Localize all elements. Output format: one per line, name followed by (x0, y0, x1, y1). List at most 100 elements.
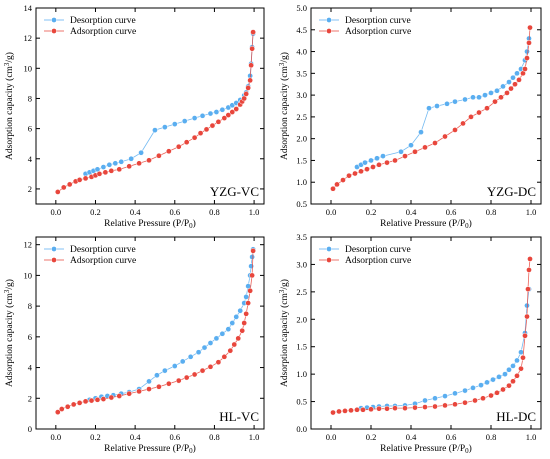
y-tick-label: 1.0 (296, 369, 307, 379)
data-point (112, 160, 119, 167)
y-axis-label: Adsorption capacity (cm3/g) (3, 279, 15, 387)
y-tick-label: 5.0 (296, 3, 307, 13)
data-point (384, 159, 390, 166)
data-point (492, 98, 498, 105)
data-point (116, 166, 123, 173)
data-point (191, 371, 198, 378)
data-point (522, 66, 528, 72)
data-point (102, 169, 109, 176)
data-point (229, 320, 236, 326)
y-tick-label: 1.0 (296, 177, 307, 187)
data-point (472, 397, 478, 404)
data-point (462, 399, 468, 406)
legend-entry: Desorption curve (70, 245, 136, 255)
data-point (442, 393, 448, 399)
data-point (146, 386, 152, 392)
data-point (215, 359, 222, 366)
data-point (54, 409, 61, 415)
data-point (247, 77, 253, 84)
plot-frame (35, 236, 265, 430)
data-point (508, 85, 514, 92)
data-point (502, 371, 508, 377)
data-point (442, 133, 448, 140)
data-point (203, 126, 210, 133)
x-tick-label: 0.4 (406, 432, 417, 442)
y-axis-label: Adsorption capacity (cm3/g) (278, 279, 290, 387)
data-point (152, 127, 158, 133)
data-point (468, 114, 474, 120)
data-point (191, 115, 198, 121)
x-tick-label: 0.0 (326, 432, 337, 442)
data-point (138, 149, 144, 156)
data-point (94, 396, 101, 403)
data-point (241, 320, 248, 326)
y-tick-label: 3.0 (296, 259, 307, 269)
y-tick-label: 2.0 (296, 314, 307, 324)
data-point (346, 172, 352, 179)
data-point (444, 100, 450, 107)
data-point (412, 404, 418, 411)
data-point (126, 390, 133, 397)
data-point (380, 153, 386, 159)
data-point (422, 404, 428, 410)
data-point (402, 405, 408, 412)
legend-entry: Desorption curve (345, 16, 411, 26)
data-point (154, 372, 160, 379)
data-point (334, 181, 340, 188)
data-point (418, 129, 424, 135)
data-point (250, 247, 256, 254)
x-tick-label: 0.2 (366, 432, 377, 442)
data-point (452, 98, 458, 105)
legend-entry: Adsorption curve (70, 27, 136, 37)
y-tick-label: 1.5 (296, 342, 307, 352)
data-point (506, 382, 512, 389)
y-tick-label: 2.5 (296, 287, 307, 297)
y-tick-label: 0.0 (296, 424, 307, 434)
x-tick-label: 0.8 (209, 207, 220, 217)
y-tick-label: 4 (28, 363, 33, 373)
data-point (195, 349, 202, 356)
data-point (108, 394, 115, 401)
data-point (249, 45, 255, 52)
data-point (82, 398, 89, 405)
plot-frame (310, 7, 542, 205)
y-tick-label: 3.0 (296, 90, 307, 100)
data-point (199, 112, 206, 119)
data-point (249, 272, 255, 279)
series-line-0 (356, 38, 530, 168)
data-point (165, 380, 172, 387)
legend-marker (51, 246, 57, 252)
legend-entry: Adsorption curve (345, 256, 411, 266)
legend-marker (51, 28, 57, 34)
data-point (368, 157, 374, 164)
data-point (360, 406, 366, 413)
y-tick-label: 14 (24, 3, 33, 13)
data-point (156, 152, 162, 159)
panel-label: YZG-VC (210, 184, 259, 199)
data-point (183, 139, 190, 146)
data-point (207, 110, 214, 117)
data-point (476, 109, 482, 116)
data-point (510, 378, 516, 385)
panel-label: HL-VC (219, 409, 259, 424)
x-tick-label: 0.6 (446, 207, 457, 217)
data-point (510, 363, 516, 369)
x-tick-label: 0.0 (51, 207, 62, 217)
legend-marker (51, 257, 57, 263)
data-point (524, 48, 530, 55)
data-point (516, 77, 522, 83)
data-point (76, 177, 83, 183)
data-point (488, 90, 494, 96)
data-point (221, 353, 228, 360)
data-point (368, 406, 374, 413)
data-point (358, 168, 364, 175)
data-point (330, 409, 336, 416)
data-point (402, 153, 408, 159)
x-tick-label: 1.0 (526, 207, 537, 217)
panel-label: YZG-DC (487, 184, 536, 199)
y-tick-label: 12 (24, 33, 33, 43)
data-point (500, 83, 506, 90)
chart-panel-2: 0.0 0.2 0.4 0.6 0.8 1.0 0 2 4 6 8 10 12 Relative Pres… (3, 236, 265, 455)
data-point (118, 158, 125, 165)
data-point (171, 363, 178, 369)
